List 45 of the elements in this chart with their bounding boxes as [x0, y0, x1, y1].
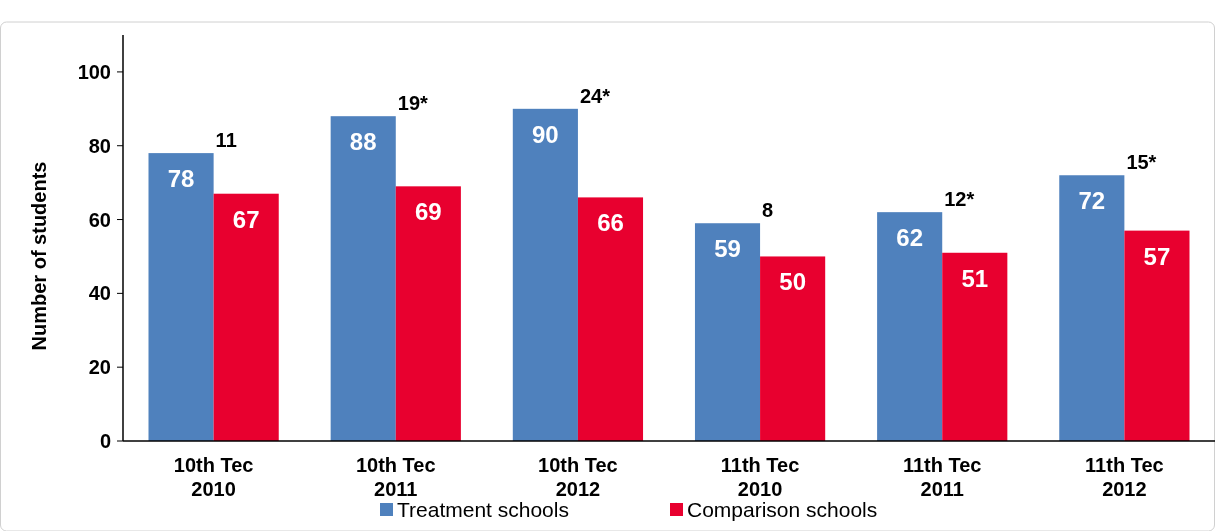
data-label: 57 — [1143, 242, 1171, 270]
bar — [395, 186, 461, 441]
data-label: 72 — [1078, 187, 1106, 215]
bar — [694, 223, 761, 441]
bar — [512, 108, 578, 441]
data-label: 51 — [961, 264, 989, 292]
y-tick-label: 100 — [77, 60, 111, 83]
bar — [148, 153, 214, 441]
data-label: 67 — [232, 205, 260, 233]
bar — [942, 252, 1008, 441]
data-label: 90 — [532, 120, 559, 148]
x-tick-label: 11th Tec 2011 — [902, 454, 982, 500]
x-tick-label: 10th Tec 2011 — [355, 454, 436, 500]
y-axis-title: Number of students — [28, 161, 50, 351]
y-tick-label: 80 — [88, 134, 111, 157]
x-tick-label: 10th Tec 2012 — [538, 454, 618, 500]
data-label: 66 — [597, 209, 624, 237]
y-tick-label: 20 — [88, 356, 111, 379]
bar — [577, 197, 644, 441]
bar — [1059, 175, 1125, 441]
x-tick-label: 10th Tec 2010 — [173, 454, 254, 500]
annotation: 19* — [397, 92, 429, 115]
x-tick-label: 11th Tec 2012 — [1085, 454, 1164, 500]
x-tick-label: 11th Tec 2010 — [720, 454, 800, 500]
data-label: 50 — [779, 268, 806, 296]
bar — [877, 212, 943, 441]
data-label: 59 — [714, 235, 741, 263]
legend-label: Comparison schools — [687, 498, 878, 521]
bar — [330, 116, 396, 441]
annotation: 11 — [215, 129, 237, 152]
annotation: 12* — [944, 188, 975, 211]
bar — [1124, 230, 1190, 441]
annotation: 15* — [1126, 151, 1157, 174]
data-label: 62 — [896, 224, 924, 252]
data-label: 88 — [349, 128, 377, 156]
y-tick-label: 0 — [99, 430, 111, 452]
bar — [213, 193, 279, 441]
legend-label: Treatment schools — [397, 498, 569, 521]
y-tick-label: 60 — [88, 208, 111, 231]
bar — [760, 256, 826, 441]
annotation: 24* — [579, 84, 611, 107]
data-label: 78 — [167, 165, 195, 193]
annotation: 8 — [762, 199, 774, 222]
data-label: 69 — [414, 198, 442, 226]
y-tick-label: 40 — [88, 282, 111, 305]
